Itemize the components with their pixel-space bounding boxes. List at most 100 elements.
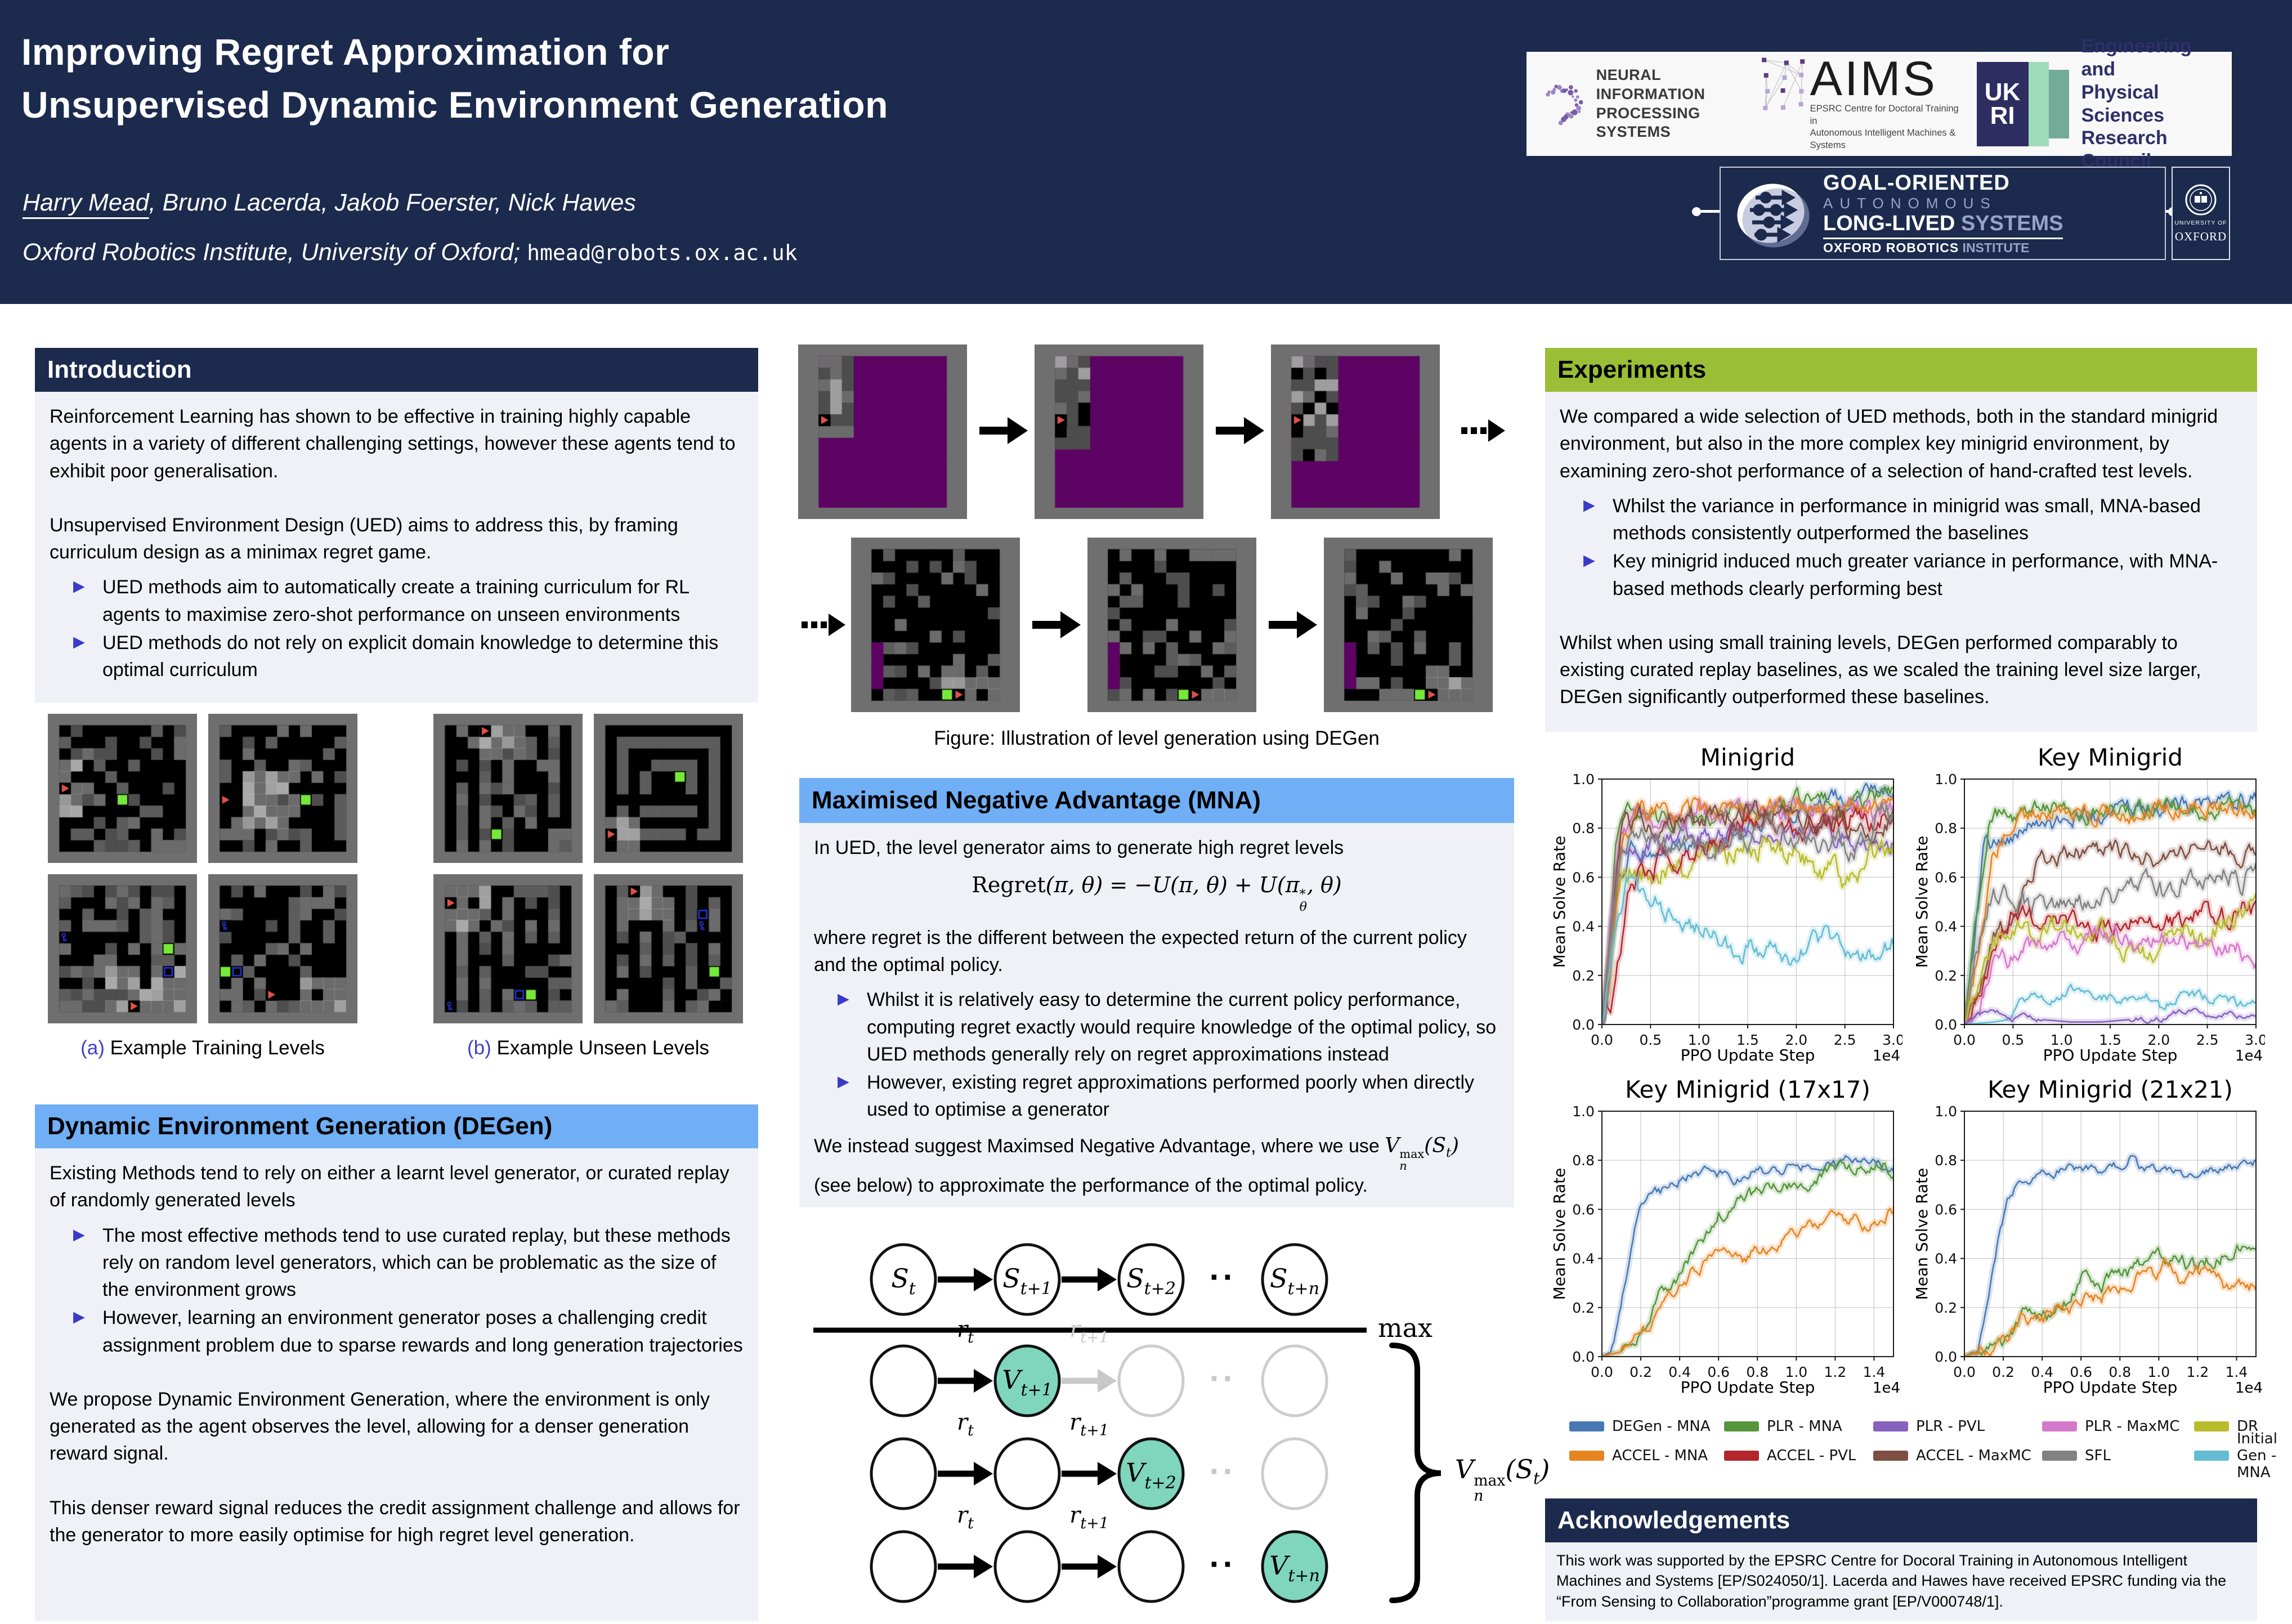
experiments-bullets: Whilst the variance in performance in mi…	[1560, 493, 2242, 602]
oxford-line1: UNIVERSITY OF	[2174, 219, 2227, 226]
vmax-sub: n	[1399, 1158, 1407, 1173]
ukri-logo: UK RI	[1976, 61, 2069, 146]
chart-svg-key-minigrid: Key Minigrid 0.0 0.5 1.0 1.5 2.0 2.5 3.0 0.0 0.2 0…	[1913, 744, 2267, 1064]
mna-p3a: We instead suggest Maximsed Negative Adv…	[814, 1135, 1385, 1157]
legend-label: PLR - PVL	[1916, 1418, 1985, 1435]
x-tick-label: 1.2	[1824, 1364, 1847, 1380]
neurips-line1: NEURAL INFORMATION	[1596, 66, 1705, 102]
author-underlined: Harry Mead	[23, 189, 149, 216]
diagram-node-label: St	[891, 1263, 916, 1299]
acknowledgements-header: Acknowledgements	[1545, 1498, 2257, 1542]
diagram-node-label: St+2	[1126, 1263, 1176, 1299]
x-tick-label: 2.5	[1834, 1032, 1856, 1048]
chart-title: Key Minigrid (21x21)	[1987, 1076, 2233, 1103]
neurips-icon	[1546, 84, 1583, 125]
golls-logo: GOAL-ORIENTED AUTONOMOUS LONG-LIVED SYST…	[1720, 167, 2166, 260]
diagram-reward-label: rt+1	[1069, 1502, 1109, 1532]
level-grid-unseen-2	[594, 714, 743, 863]
x-tick-label: 0.0	[1591, 1032, 1613, 1048]
legend-chip	[1873, 1451, 1908, 1461]
x-axis-label: PPO Update Step	[1681, 1378, 1815, 1397]
caption-unseen-levels: (b) Example Unseen Levels	[433, 1037, 743, 1059]
masthead: Improving Regret Approximation for Unsup…	[0, 0, 2292, 304]
legend-item: DR	[2194, 1418, 2277, 1435]
affiliation-separator: ;	[513, 239, 527, 266]
caption-a-label: (a)	[80, 1037, 105, 1059]
level-grid-generation-2	[1035, 345, 1203, 519]
mna-body: In UED, the level generator aims to gene…	[799, 823, 1514, 1207]
caption-a-text: Example Training Levels	[104, 1037, 325, 1059]
legend-label: DR	[2237, 1418, 2259, 1435]
y-tick-label: 0.2	[1572, 968, 1595, 984]
chart-title: Key Minigrid	[2038, 744, 2183, 771]
legend-item: Initial Gen - MNA	[2194, 1430, 2277, 1481]
series-line-Initial Gen - MNA	[1964, 983, 2256, 1024]
introduction-bullets: UED methods aim to automatically create …	[50, 574, 744, 683]
series-line-DEGen - MNA	[1964, 1155, 2256, 1357]
legend-chip	[1724, 1421, 1759, 1431]
mna-p2: where regret is the different between th…	[814, 927, 1467, 976]
x-tick-label: 0.2	[1630, 1364, 1652, 1380]
section-degen: Dynamic Environment Generation (DEGen) E…	[35, 1104, 758, 1621]
y-tick-label: 0.0	[1935, 1017, 1957, 1033]
neurips-logo: NEURAL INFORMATION PROCESSING SYSTEMS	[1538, 66, 1749, 142]
diagram-max-label: max	[1378, 1313, 1432, 1343]
golls-line3a: LONG-LIVED	[1823, 211, 1955, 235]
degen-bullet: However, learning an environment generat…	[73, 1304, 744, 1359]
equation-regret-word: Regret	[972, 873, 1046, 898]
introduction-p2: Unsupervised Environment Design (UED) ai…	[50, 514, 678, 563]
equation-sub: θ	[1299, 900, 1307, 915]
experiments-bullet: Whilst the variance in performance in mi…	[1583, 493, 2242, 547]
ukri-line2: RI	[1990, 101, 2015, 129]
x-tick-label: 0.5	[1639, 1032, 1662, 1048]
affiliation: Oxford Robotics Institute, University of…	[23, 239, 798, 266]
golls-line4a: OXFORD ROBOTICS	[1823, 240, 1959, 256]
chart-title: Minigrid	[1700, 744, 1795, 771]
x-tick-label: 0.8	[2109, 1364, 2131, 1380]
golls-ellipse-icon	[1737, 184, 1810, 248]
level-grid-generation-6	[1324, 538, 1493, 712]
y-tick-label: 0.6	[1935, 869, 1957, 885]
diagram-reward-label: rt	[957, 1317, 974, 1346]
introduction-bullet: UED methods do not rely on explicit doma…	[73, 629, 744, 684]
svg-text:··: ··	[1210, 1258, 1237, 1296]
ukri-bar-light	[2028, 61, 2049, 146]
x-tick-label: 0.6	[2070, 1364, 2092, 1380]
affiliation-text: Oxford Robotics Institute, University of…	[23, 239, 514, 266]
level-grid-training-4	[208, 874, 357, 1023]
y-tick-label: 1.0	[1935, 771, 1957, 788]
poster-title-line1: Improving Regret Approximation for	[21, 31, 670, 73]
y-tick-label: 0.0	[1935, 1349, 1957, 1365]
vmax-arg-sub: t	[1446, 1145, 1451, 1160]
legend-item: ACCEL - MaxMC	[1873, 1447, 2042, 1464]
series-line-ACCEL - PVL	[1964, 900, 2256, 1024]
x-tick-label: 0.0	[1953, 1364, 1976, 1380]
x-axis-label: PPO Update Step	[2043, 1378, 2178, 1397]
legend-item: SFL	[2042, 1447, 2194, 1464]
poster-title-line2: Unsupervised Dynamic Environment Generat…	[21, 83, 888, 126]
arrow-right-icon	[1269, 611, 1317, 638]
diagram-vmax-sup: max	[1474, 1471, 1506, 1489]
ukri-line1: UK	[1984, 78, 2021, 106]
diagram-vmax-sub: n	[1474, 1487, 1484, 1505]
y-axis-label: Mean Solve Rate	[1915, 836, 1931, 968]
oxford-crest-icon	[2185, 184, 2217, 215]
golls-line2: AUTONOMOUS	[1823, 194, 1997, 212]
x-tick-label: 0.5	[2002, 1032, 2024, 1048]
legend-item: DEGen - MNA	[1569, 1418, 1724, 1435]
legend-chip	[2042, 1451, 2077, 1461]
x-axis-label: PPO Update Step	[1681, 1046, 1815, 1064]
introduction-p1: Reinforcement Learning has shown to be e…	[50, 406, 736, 482]
legend-label: ACCEL - MaxMC	[1916, 1447, 2031, 1464]
legend-item: ACCEL - MNA	[1569, 1447, 1724, 1464]
degen-header: Dynamic Environment Generation (DEGen)	[35, 1104, 758, 1148]
level-grid-generation-3	[1271, 345, 1440, 519]
level-grid-unseen-3	[433, 874, 583, 1023]
aims-logo: AIMS EPSRC Centre for Doctoral Training …	[1761, 55, 1964, 151]
y-axis-label: Mean Solve Rate	[1552, 836, 1569, 968]
poster-title: Improving Regret Approximation for Unsup…	[21, 26, 888, 131]
arrow-right-icon	[1032, 611, 1081, 638]
acknowledgements-body: This work was supported by the EPSRC Cen…	[1545, 1542, 2257, 1621]
diagram-node-label: Vt+1	[1002, 1364, 1053, 1400]
